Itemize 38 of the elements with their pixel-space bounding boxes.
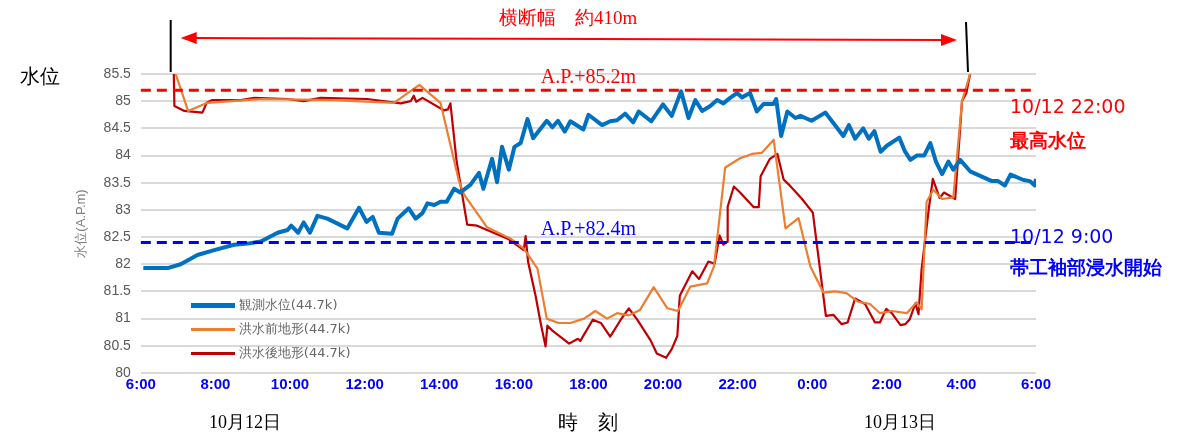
ref-line-label: A.P.+82.4m [540,216,637,239]
x-axis-title: 時 刻 [558,411,619,433]
x-tick-label: 4:00 [946,375,977,393]
y-tick-label: 81 [115,309,132,326]
x-tick-label: 14:00 [420,375,459,393]
y-axis-title: 水位(A.P.m) [73,189,89,258]
text: 10月13日 [864,412,936,432]
legend-label: 観測水位(44.7k) [238,296,338,314]
y-tick-label: 85.5 [103,64,132,81]
legend-label: 洪水前地形(44.7k) [238,320,351,338]
ref-line-label: A.P.+85.2m [540,64,637,87]
y-tick-label: 83 [115,200,132,217]
text: 10月12日 [209,412,281,432]
y-tick-label: 82 [115,255,132,272]
y-tick-label: 84 [115,146,132,163]
y-tick-label: 82.5 [103,227,132,244]
x-tick-label: 2:00 [871,375,902,393]
x-tick-label: 12:00 [345,375,384,393]
y-tick-label: 84.5 [103,119,132,136]
annotation: 最高水位 [1010,129,1086,151]
x-tick-label: 22:00 [718,375,757,393]
annotation: 10/12 22:00 [1010,95,1126,117]
y-tick-label: 81.5 [103,282,132,299]
y-tick-label: 80 [115,363,132,380]
x-tick-label: 10:00 [270,375,310,393]
x-tick-label: 6:00 [1020,375,1052,393]
y-tick-label: 80.5 [103,336,132,353]
x-tick-label: 8:00 [200,375,231,393]
text: 横断幅 約410m [499,7,638,28]
x-tick-label: 16:00 [494,375,534,393]
x-tick-label: 20:00 [643,375,683,393]
x-tick-label: 0:00 [797,375,828,393]
legend-label: 洪水後地形(44.7k) [238,344,351,362]
y-tick-label: 85 [115,92,132,109]
y-tick-label: 83.5 [103,173,132,190]
annotation: 帯工袖部浸水開始 [1010,256,1162,278]
x-tick-label: 18:00 [569,375,608,393]
text: 水位 [20,64,60,88]
